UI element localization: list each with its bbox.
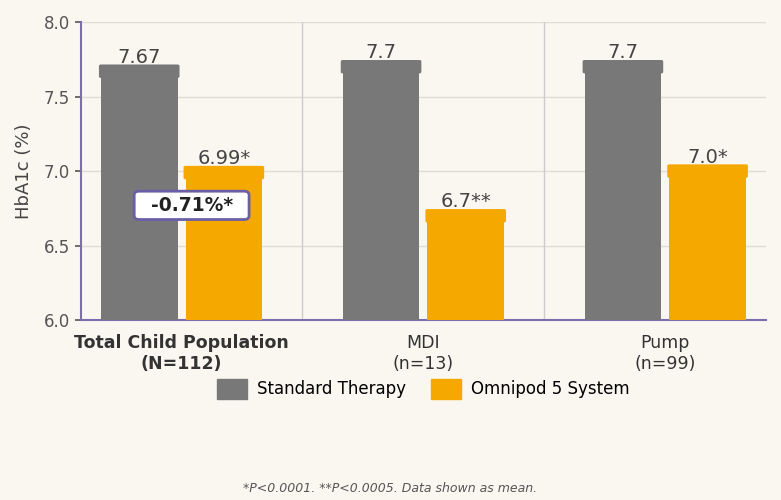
Bar bbox=[343, 66, 419, 320]
Bar bbox=[669, 171, 746, 320]
Text: 7.67: 7.67 bbox=[117, 48, 161, 66]
FancyBboxPatch shape bbox=[99, 64, 180, 78]
FancyBboxPatch shape bbox=[134, 191, 249, 220]
Text: 7.7: 7.7 bbox=[608, 43, 638, 62]
Bar bbox=[101, 71, 177, 320]
FancyBboxPatch shape bbox=[184, 166, 264, 179]
Legend: Standard Therapy, Omnipod 5 System: Standard Therapy, Omnipod 5 System bbox=[209, 370, 638, 407]
Text: *P<0.0001. **P<0.0005. Data shown as mean.: *P<0.0001. **P<0.0005. Data shown as mea… bbox=[244, 482, 537, 495]
Text: -0.71%*: -0.71%* bbox=[151, 196, 233, 215]
Y-axis label: HbA1c (%): HbA1c (%) bbox=[15, 124, 33, 219]
Text: 7.0*: 7.0* bbox=[687, 148, 728, 167]
Bar bbox=[585, 66, 662, 320]
Bar bbox=[186, 172, 262, 320]
FancyBboxPatch shape bbox=[667, 164, 748, 178]
Bar bbox=[427, 216, 504, 320]
Text: 6.99*: 6.99* bbox=[198, 149, 251, 168]
Text: 6.7**: 6.7** bbox=[440, 192, 491, 212]
FancyBboxPatch shape bbox=[341, 60, 422, 74]
Text: 7.7: 7.7 bbox=[366, 43, 397, 62]
FancyBboxPatch shape bbox=[583, 60, 663, 74]
FancyBboxPatch shape bbox=[426, 209, 506, 222]
